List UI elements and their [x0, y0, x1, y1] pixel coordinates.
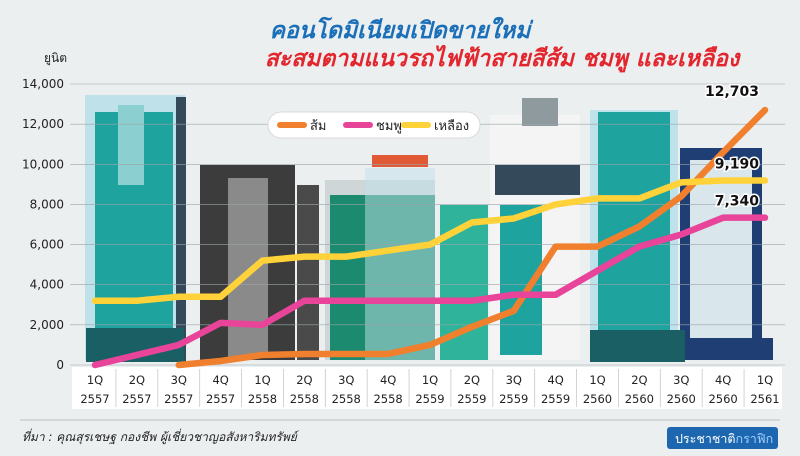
x-tick-year: 2557 — [80, 392, 109, 406]
title-line-2: สะสมตามแนวรถไฟฟ้าสายสีส้ม ชมพู และเหลือง — [265, 44, 741, 73]
x-tick-quarter: 3Q — [506, 373, 522, 387]
x-tick-year: 2558 — [248, 392, 277, 406]
x-tick-year: 2557 — [206, 392, 235, 406]
end-value-labels: 12,703 7,340 9,190 — [703, 83, 760, 212]
series-lines — [91, 106, 769, 369]
brand-logo-box — [667, 427, 778, 449]
y-axis-label: ยูนิต — [44, 51, 67, 66]
y-tick-label: 2,000 — [30, 318, 64, 332]
legend-label: ชมพู — [376, 119, 402, 134]
title-line-1: คอนโดมิเนียมเปิดขายใหม่ — [270, 16, 535, 44]
x-tick-quarter: 1Q — [87, 373, 103, 387]
x-tick-year: 2559 — [457, 392, 486, 406]
building-5-band — [495, 165, 580, 195]
x-tick-quarter: 3Q — [171, 373, 187, 387]
building-6 — [598, 112, 670, 360]
y-tick-label: 10,000 — [22, 157, 64, 171]
x-tick-year: 2558 — [373, 392, 402, 406]
x-tick-year: 2557 — [164, 392, 193, 406]
x-tick-year: 2559 — [415, 392, 444, 406]
x-axis-band — [72, 367, 782, 409]
y-tick-label: 14,000 — [22, 77, 64, 91]
x-tick-quarter: 2Q — [631, 373, 647, 387]
x-tick-quarter: 2Q — [296, 373, 312, 387]
x-tick-year: 2561 — [750, 392, 779, 406]
building-2-side — [297, 185, 319, 360]
x-tick-year: 2558 — [332, 392, 361, 406]
building-7-face — [690, 160, 752, 360]
x-tick-year: 2559 — [541, 392, 570, 406]
building-5-top — [522, 98, 558, 126]
legend-box — [267, 111, 481, 139]
x-tick-quarter: 2Q — [129, 373, 145, 387]
x-tick-year: 2560 — [708, 392, 737, 406]
building-3-glass — [365, 168, 435, 360]
brand-logo: ประชาชาติกราฟิก — [667, 427, 778, 449]
x-tick-quarter: 4Q — [380, 373, 396, 387]
x-axis: 1Q 2557 2Q 2557 3Q 2557 4Q 2557 1Q 2558 2Q 2558 3Q 25… — [72, 367, 782, 409]
series-end-label: 7,340 — [715, 194, 760, 210]
x-tick-quarter: 2Q — [464, 373, 480, 387]
x-tick-quarter: 4Q — [547, 373, 563, 387]
x-tick-quarter: 4Q — [715, 373, 731, 387]
x-tick-year: 2560 — [583, 392, 612, 406]
building-base-2 — [590, 330, 685, 362]
x-tick-quarter: 1Q — [589, 373, 605, 387]
y-axis-ticks: 0 2,000 4,000 6,000 8,000 10,000 12,000 14,000 — [22, 77, 64, 372]
series-line — [91, 177, 769, 305]
building-1-tower — [118, 105, 144, 185]
building-1-edge — [176, 97, 186, 362]
x-tick-quarter: 3Q — [673, 373, 689, 387]
series-end-label: 9,190 — [715, 157, 760, 173]
y-tick-label: 4,000 — [30, 278, 64, 292]
x-tick-quarter: 1Q — [757, 373, 773, 387]
x-tick-quarter: 4Q — [212, 373, 228, 387]
source-text: ที่มา : คุณสุรเชษฐ กองชีพ ผู้เชี่ยวชาญอส… — [22, 428, 300, 445]
x-tick-quarter: 1Q — [422, 373, 438, 387]
building-base-3 — [688, 338, 773, 360]
series-end-label: 12,703 — [705, 84, 759, 100]
legend-label: ส้ม — [310, 119, 327, 134]
y-tick-label: 12,000 — [22, 117, 64, 131]
x-tick-year: 2559 — [499, 392, 528, 406]
y-tick-label: 0 — [56, 358, 64, 372]
series-line — [91, 214, 769, 369]
x-tick-year: 2557 — [122, 392, 151, 406]
x-tick-quarter: 3Q — [338, 373, 354, 387]
series-line — [175, 106, 769, 369]
brand-part-1: ประชาชาติ — [675, 431, 736, 446]
building-2-core — [228, 178, 268, 358]
x-tick-year: 2558 — [290, 392, 319, 406]
y-tick-label: 8,000 — [30, 197, 64, 211]
legend-label: เหลือง — [434, 118, 469, 134]
building-3-roof — [372, 155, 428, 167]
x-tick-year: 2560 — [667, 392, 696, 406]
brand-logo-text: ประชาชาติกราฟิก — [675, 431, 773, 446]
x-tick-quarter: 1Q — [254, 373, 270, 387]
y-tick-label: 6,000 — [30, 238, 64, 252]
brand-part-2: กราฟิก — [736, 431, 774, 446]
legend: ส้ม ชมพู เหลือง — [267, 111, 481, 139]
x-tick-year: 2560 — [625, 392, 654, 406]
